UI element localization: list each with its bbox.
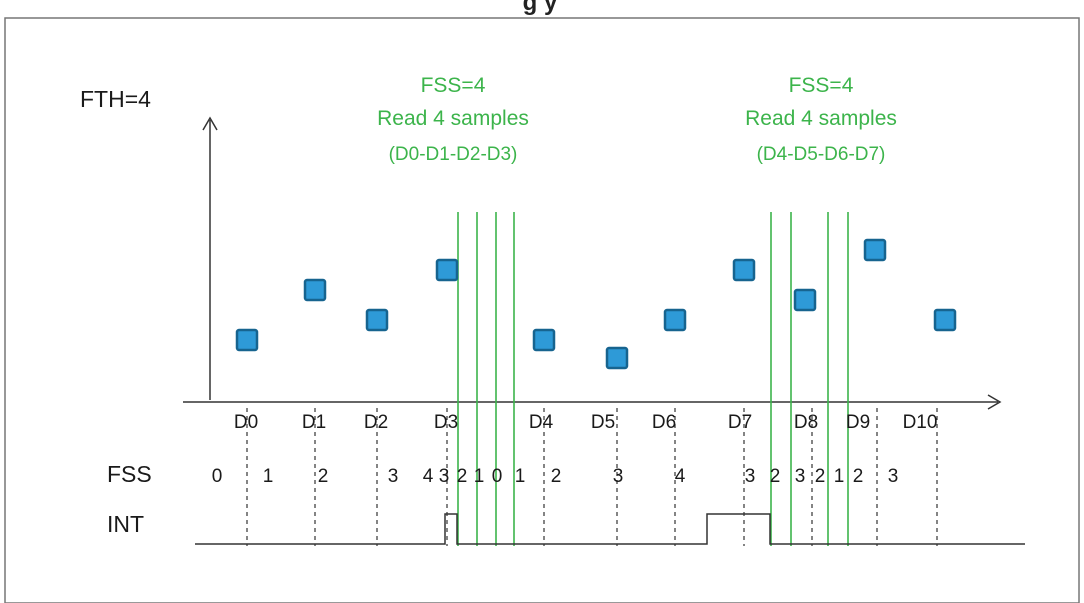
fss-value: 3 [888,466,899,487]
fss-value: 2 [853,466,864,487]
header-partial-text: g y [523,0,558,16]
fss-value: 3 [388,466,399,487]
x-axis-arrow [987,394,1002,410]
fss-value: 4 [423,466,434,487]
sample-marker [532,328,556,352]
annotation-2-line3: (D4-D5-D6-D7) [757,144,886,165]
fss-value: 0 [492,466,503,487]
annotation-1-line2: Read 4 samples [377,107,529,130]
fss-value: 2 [318,466,329,487]
annotation-2-line2: Read 4 samples [745,107,897,130]
sample-marker [605,346,629,370]
diagram-frame [4,17,1080,603]
sample-label: D10 [903,412,938,433]
sample-label: D4 [529,412,554,433]
sample-labels: D0 D1 D2 D3 D4 D5 D6 D7 D8 D9 D10 [234,412,938,433]
fth-label: FTH=4 [80,86,151,112]
sample-marker [793,288,817,312]
sample-label: D2 [364,412,388,433]
sample-label: D3 [434,412,458,433]
sample-label: D8 [794,412,818,433]
fss-value: 0 [212,466,223,487]
sample-label: D6 [652,412,676,433]
sample-marker [365,308,389,332]
fss-value: 3 [439,466,450,487]
fss-value: 1 [474,466,485,487]
fss-value: 2 [551,466,562,487]
axes [183,116,1002,410]
annotation-2-line1: FSS=4 [789,74,854,97]
fss-value: 1 [515,466,526,487]
fss-value: 2 [770,466,781,487]
sample-label: D0 [234,412,258,433]
sample-marker [933,308,957,332]
fss-value: 1 [263,466,274,487]
fss-value: 1 [834,466,845,487]
annotation-1-line1: FSS=4 [421,74,486,97]
fss-row-label: FSS [107,461,152,487]
dashed-guides [246,408,938,546]
int-signal-waveform [195,513,1025,545]
fss-value: 2 [815,466,826,487]
read-cycle-lines [457,212,849,546]
sample-marker [235,328,259,352]
sample-label: D1 [302,412,326,433]
fss-value: 3 [745,466,756,487]
y-axis-arrow [202,116,218,131]
sample-label: D9 [846,412,870,433]
fss-value: 3 [613,466,624,487]
sample-marker [863,238,887,262]
sample-markers [235,238,957,370]
sample-marker [663,308,687,332]
annotation-read-1: FSS=4 Read 4 samples (D0-D1-D2-D3) [377,74,529,165]
sample-marker [732,258,756,282]
annotation-read-2: FSS=4 Read 4 samples (D4-D5-D6-D7) [745,74,897,165]
fss-value: 4 [675,466,686,487]
sample-marker [435,258,459,282]
sample-label: D5 [591,412,615,433]
int-row-label: INT [107,511,144,537]
annotation-1-line3: (D0-D1-D2-D3) [389,144,518,165]
sample-marker [303,278,327,302]
fss-value: 2 [457,466,468,487]
sample-label: D7 [728,412,752,433]
fss-value: 3 [795,466,806,487]
